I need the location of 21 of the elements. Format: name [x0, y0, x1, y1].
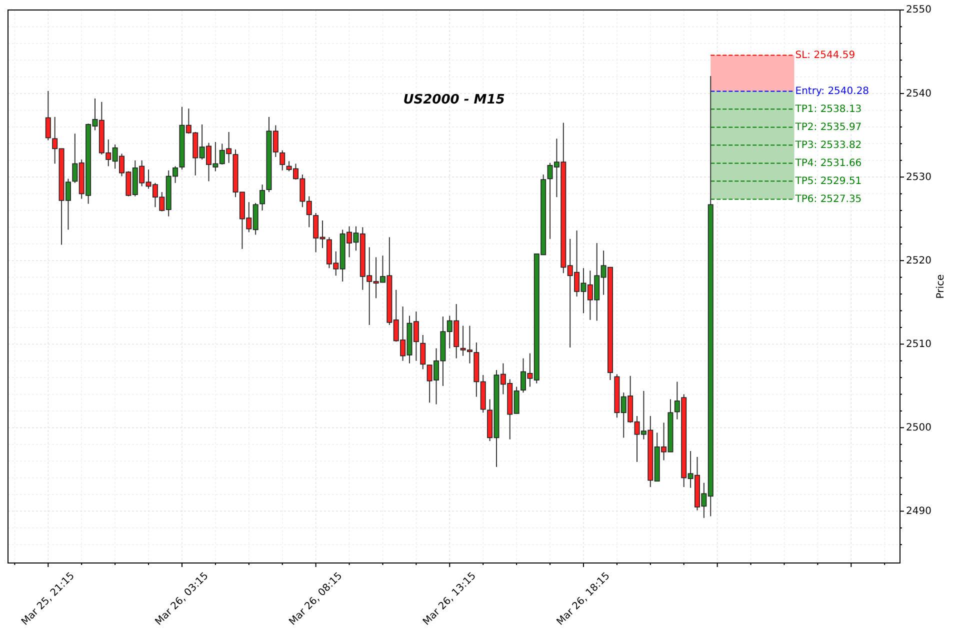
y-tick-label: 2500 [906, 422, 932, 434]
y-tick-label: 2550 [906, 4, 932, 16]
y-tick-label: 2510 [906, 338, 932, 350]
ref-line-label: Entry: 2540.28 [795, 86, 870, 97]
y-tick-label: 2540 [906, 88, 932, 100]
candlestick [45, 90, 51, 141]
ref-line-label: TP5: 2529.51 [794, 176, 862, 187]
candlestick [280, 150, 286, 171]
ref-line-label: TP3: 2533.82 [794, 140, 862, 151]
y-tick-label: 2490 [906, 506, 932, 517]
candlestick [420, 334, 426, 370]
ref-line-label: TP4: 2531.66 [794, 158, 862, 169]
ref-line-label: TP2: 2535.97 [794, 122, 862, 133]
candlestick [260, 184, 266, 211]
ref-line-label: TP6: 2527.35 [794, 194, 862, 205]
y-tick-label: 2530 [906, 172, 932, 183]
text: US2000 - M15 [403, 92, 505, 108]
ref-line-label: TP1: 2538.13 [794, 104, 862, 115]
y-tick-label: 2520 [906, 255, 932, 266]
ref-line-label: SL: 2544.59 [795, 50, 856, 61]
y-axis-title: Price [936, 274, 947, 299]
